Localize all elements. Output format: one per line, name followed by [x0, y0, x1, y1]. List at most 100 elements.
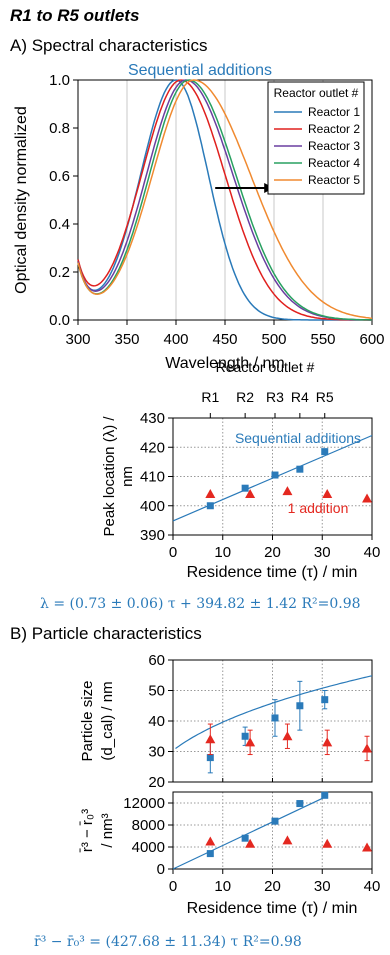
- data-point-single: [245, 838, 256, 848]
- y-tick-label: 0.6: [49, 168, 70, 185]
- y-tick-label: 400: [140, 498, 165, 515]
- x-tick-label: 10: [214, 544, 231, 561]
- y-tick-label: 8000: [132, 817, 165, 834]
- top-tick-label: R1: [201, 389, 219, 405]
- data-point-single: [322, 489, 333, 499]
- x-tick-label: 40: [364, 878, 381, 895]
- y-axis-unit: nm: [119, 466, 136, 487]
- x-tick-label: 30: [314, 878, 331, 895]
- x-tick-label: 40: [364, 544, 381, 561]
- y-axis-label: Particle size: [79, 681, 96, 762]
- data-point-single: [245, 489, 256, 499]
- fit-curve: [175, 675, 373, 749]
- data-point-single: [205, 734, 216, 744]
- y-tick-label: 410: [140, 469, 165, 486]
- data-point-sequential: [271, 471, 279, 479]
- x-axis-label: Residence time (τ) / min: [187, 900, 358, 917]
- data-point-single: [205, 836, 216, 846]
- x-tick-label: 0: [169, 878, 177, 895]
- data-point-sequential: [241, 732, 249, 740]
- data-point-sequential: [271, 817, 279, 825]
- y-axis-label: Optical density normalized: [13, 106, 30, 294]
- annotation-sequential: Sequential additions: [128, 62, 272, 79]
- data-point-single: [362, 842, 373, 852]
- section-a-heading: A) Spectral characteristics: [10, 36, 208, 55]
- section-b-heading: B) Particle characteristics: [10, 624, 202, 643]
- y-axis-sublabel: (d_cal) / nm: [99, 681, 116, 760]
- peak-fit-equation: λ = (0.73 ± 0.06) τ + 394.82 ± 1.42 R²=0…: [40, 596, 361, 612]
- top-tick-label: R5: [316, 389, 334, 405]
- x-tick-label: 20: [264, 878, 281, 895]
- data-point-single: [245, 737, 256, 747]
- x-tick-label: 600: [359, 331, 384, 348]
- spectrum-line: [77, 79, 373, 320]
- data-point-sequential: [296, 800, 304, 808]
- y-tick-label: 60: [148, 652, 165, 669]
- data-point-single: [282, 731, 293, 741]
- data-point-single: [362, 493, 373, 503]
- page-title: R1 to R5 outlets: [10, 6, 140, 25]
- top-tick-label: R4: [291, 389, 309, 405]
- x-tick-label: 400: [163, 331, 188, 348]
- legend-box: [267, 81, 365, 195]
- y-axis-unit: / nm³: [99, 813, 116, 847]
- peak-location-chart: Reactor outlet # R1 R2 R3 R4 R5 0 10 20 30 40 390 40…: [101, 359, 381, 581]
- x-tick-label: 450: [212, 331, 237, 348]
- x-tick-label: 300: [65, 331, 90, 348]
- data-point-sequential: [241, 834, 249, 842]
- data-point-single: [282, 835, 293, 845]
- y-tick-label: 1.0: [49, 72, 70, 89]
- volume-fit-equation: r̄³ − r̄₀³ = (427.68 ± 11.34) τ R²=0.98: [34, 934, 302, 950]
- data-point-single: [205, 489, 216, 499]
- x-axis-label: Wavelength / nm: [165, 355, 284, 372]
- y-tick-label: 20: [148, 774, 165, 791]
- data-point-sequential: [321, 791, 329, 799]
- x-tick-label: 550: [310, 331, 335, 348]
- data-point-sequential: [296, 465, 304, 473]
- y-tick-label: 12000: [123, 795, 165, 812]
- legend-label: Reactor 1: [308, 105, 360, 119]
- y-tick-label: 50: [148, 683, 165, 700]
- fit-line: [172, 795, 328, 870]
- spectra-chart: 300 350 400 450 500 550 600 0.0 0.2 0.4 0.6 0.8 1.0 W…: [13, 62, 385, 372]
- x-axis-label: Residence time (τ) / min: [187, 564, 358, 581]
- series-label-single: 1 addition: [288, 500, 349, 516]
- y-tick-label: 420: [140, 439, 165, 456]
- legend-label: Reactor 3: [308, 139, 360, 153]
- data-point-sequential: [296, 702, 304, 710]
- volume-chart: 0 10 20 30 40 0 4000 8000 12000 Residence time (τ…: [79, 791, 381, 917]
- y-tick-label: 0.4: [49, 216, 70, 233]
- data-point-single: [322, 737, 333, 747]
- top-axis-label: Reactor outlet #: [216, 359, 315, 375]
- legend-title: Reactor outlet #: [274, 86, 359, 100]
- data-point-sequential: [321, 448, 329, 456]
- spectrum-line: [77, 79, 372, 321]
- data-point-sequential: [206, 502, 214, 510]
- y-tick-label: 390: [140, 527, 165, 544]
- x-tick-label: 500: [261, 331, 286, 348]
- y-tick-label: 0.8: [49, 120, 70, 137]
- legend-label: Reactor 5: [308, 173, 360, 187]
- y-tick-label: 4000: [132, 839, 165, 856]
- particle-size-chart: 20 30 40 50 60 Particle size (d_cal) / nm: [79, 652, 373, 791]
- data-point-sequential: [271, 714, 279, 722]
- legend-label: Reactor 4: [308, 156, 360, 170]
- data-point-single: [362, 743, 373, 753]
- x-tick-label: 20: [264, 544, 281, 561]
- y-tick-label: 0.0: [49, 312, 70, 329]
- x-tick-label: 30: [314, 544, 331, 561]
- x-tick-label: 10: [214, 878, 231, 895]
- y-tick-label: 430: [140, 410, 165, 427]
- x-tick-label: 0: [169, 544, 177, 561]
- data-point-sequential: [321, 696, 329, 704]
- y-axis-label: Peak location (λ) /: [101, 416, 118, 537]
- y-tick-label: 0: [157, 861, 165, 878]
- y-axis-label: r̄³ − r̄₀³: [79, 809, 96, 854]
- data-point-sequential: [206, 754, 214, 762]
- data-point-single: [282, 486, 293, 496]
- top-tick-label: R2: [236, 389, 254, 405]
- series-label-sequential: Sequential additions: [235, 430, 361, 446]
- legend-label: Reactor 2: [308, 122, 360, 136]
- data-point-sequential: [241, 484, 249, 492]
- top-tick-label: R3: [266, 389, 284, 405]
